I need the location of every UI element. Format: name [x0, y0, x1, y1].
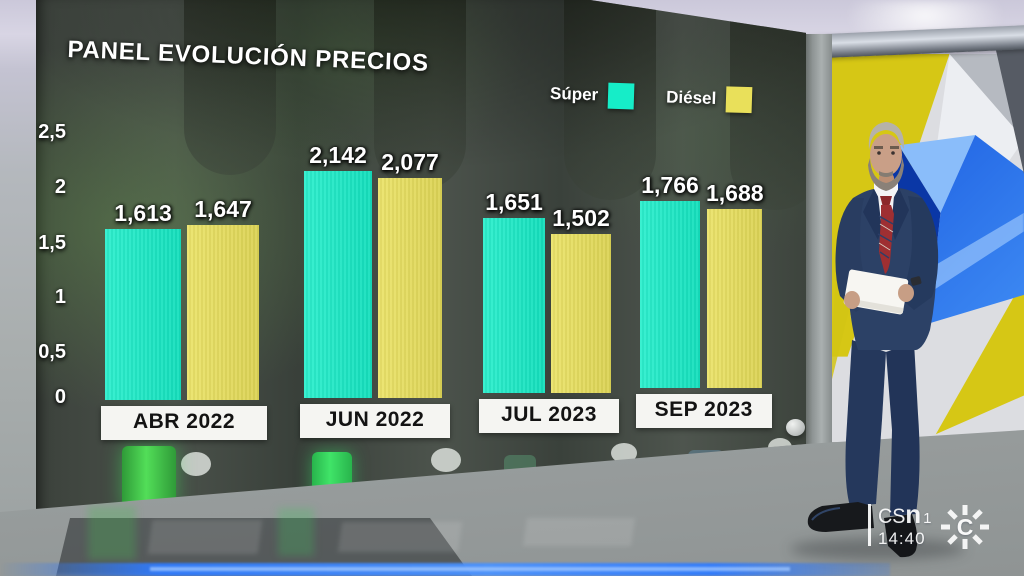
month-label: JUN 2022 [300, 404, 450, 438]
value-label-super: 2,142 [309, 142, 367, 168]
month-label: JUL 2023 [479, 399, 619, 433]
bar-group-sep-2023: 1,766 1,688 SEP 2023 [636, 172, 772, 428]
channel-bug: CS n 1 14:40 C [868, 499, 990, 551]
legend-label: Súper [549, 83, 599, 105]
bar-super [304, 171, 372, 398]
head [870, 134, 902, 176]
nozzle-silhouette [374, 0, 466, 190]
y-axis-tick: 2,5 [38, 121, 66, 143]
studio-video-wall: PANEL EVOLUCIÓN PRECIOS Súper Diésel 2,5… [36, 0, 806, 512]
bar-group-jul-2023: 1,651 1,502 JUL 2023 [479, 189, 619, 433]
legend-swatch-diesel [725, 86, 753, 114]
shoe [884, 514, 918, 558]
trouser-leg [845, 340, 886, 506]
value-label-diesel: 1,647 [194, 196, 252, 222]
value-label-super: 1,766 [641, 172, 699, 198]
bar-diesel [187, 225, 259, 400]
bug-separator [868, 504, 871, 546]
bar-group-abr-2022: 1,613 1,647 ABR 2022 [101, 196, 267, 440]
clock: 14:40 [878, 529, 926, 548]
svg-text:C: C [957, 514, 974, 540]
month-label: ABR 2022 [101, 406, 267, 440]
presenter-shadow [790, 538, 965, 560]
tie-knot [880, 196, 892, 207]
y-axis-tick: 0,5 [38, 341, 66, 363]
legend-item-super: Súper [550, 81, 635, 110]
hair [868, 122, 905, 150]
canal-sur-sun-icon: C [941, 505, 990, 549]
bar-diesel [707, 209, 763, 388]
legend-label: Diésel [665, 87, 717, 109]
value-label-diesel: 1,502 [552, 205, 610, 231]
beard [868, 157, 904, 191]
wall-divider [802, 34, 832, 458]
y-axis-tick: 1 [54, 286, 66, 308]
hand [898, 284, 914, 302]
legend-item-diesel: Diésel [665, 84, 753, 114]
bar-diesel [378, 178, 442, 398]
bar-super [483, 218, 545, 393]
watch [910, 276, 922, 286]
value-label-super: 1,651 [485, 189, 543, 215]
bar-super [105, 229, 181, 400]
value-label-diesel: 2,077 [381, 149, 439, 175]
presenter [807, 122, 939, 558]
channel-name: CS n 1 [878, 499, 932, 529]
nozzle-silhouette [184, 0, 276, 175]
green-nozzle-handle [122, 446, 176, 508]
bar-diesel [551, 234, 611, 393]
y-axis-tick: 1,5 [38, 232, 66, 254]
y-axis-tick: 2 [54, 176, 66, 198]
value-label-diesel: 1,688 [706, 180, 764, 206]
floor-reflection-green [278, 508, 314, 556]
hand [844, 291, 860, 309]
floor-reflection-green [88, 506, 136, 560]
value-label-super: 1,613 [114, 200, 172, 226]
y-axis-tick: 0 [54, 386, 66, 408]
shoe [807, 502, 874, 532]
bar-group-jun-2022: 2,142 2,077 JUN 2022 [300, 142, 450, 438]
trouser-leg [886, 342, 920, 516]
arm [900, 196, 939, 310]
bar-super [640, 201, 700, 388]
month-label: SEP 2023 [636, 394, 772, 428]
floor-light-sphere [786, 419, 805, 436]
legend-swatch-super [607, 82, 635, 110]
